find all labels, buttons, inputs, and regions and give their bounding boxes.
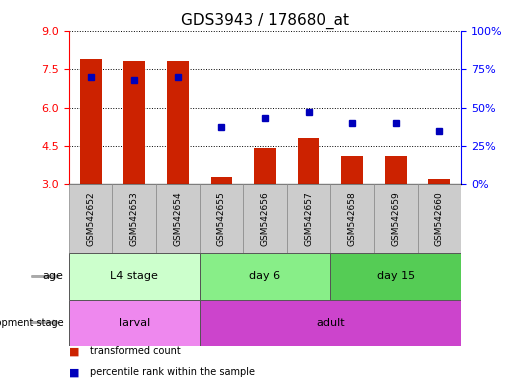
Bar — [167, 61, 189, 184]
Text: age: age — [43, 271, 64, 281]
Text: GSM542652: GSM542652 — [86, 192, 95, 246]
Text: GSM542659: GSM542659 — [391, 192, 400, 246]
Bar — [374, 184, 418, 253]
Bar — [298, 138, 320, 184]
Bar — [200, 300, 461, 346]
Text: GSM542655: GSM542655 — [217, 192, 226, 246]
Text: GSM542656: GSM542656 — [261, 192, 269, 246]
Text: GSM542660: GSM542660 — [435, 192, 444, 246]
Bar — [200, 184, 243, 253]
Bar — [287, 184, 330, 253]
Text: day 15: day 15 — [377, 271, 415, 281]
Bar — [69, 300, 200, 346]
Text: transformed count: transformed count — [90, 346, 181, 356]
Bar — [210, 177, 232, 184]
Text: adult: adult — [316, 318, 344, 328]
Text: ■: ■ — [69, 367, 80, 377]
Bar — [200, 253, 330, 300]
Bar — [123, 61, 145, 184]
Text: GSM542654: GSM542654 — [173, 192, 182, 246]
Text: larval: larval — [119, 318, 150, 328]
Bar — [254, 149, 276, 184]
Bar — [330, 253, 461, 300]
Text: percentile rank within the sample: percentile rank within the sample — [90, 367, 255, 377]
Bar — [385, 156, 407, 184]
Bar — [80, 59, 102, 184]
Bar — [69, 184, 112, 253]
Bar — [69, 253, 200, 300]
Text: day 6: day 6 — [250, 271, 280, 281]
Title: GDS3943 / 178680_at: GDS3943 / 178680_at — [181, 13, 349, 29]
Bar — [341, 156, 363, 184]
Text: GSM542657: GSM542657 — [304, 192, 313, 246]
Bar — [330, 184, 374, 253]
Bar — [243, 184, 287, 253]
Bar — [156, 184, 200, 253]
Bar — [418, 184, 461, 253]
Text: GSM542658: GSM542658 — [348, 192, 357, 246]
Text: L4 stage: L4 stage — [110, 271, 158, 281]
Bar — [428, 179, 450, 184]
Text: development stage: development stage — [0, 318, 64, 328]
Text: ■: ■ — [69, 346, 80, 356]
Bar — [112, 184, 156, 253]
Text: GSM542653: GSM542653 — [130, 192, 139, 246]
